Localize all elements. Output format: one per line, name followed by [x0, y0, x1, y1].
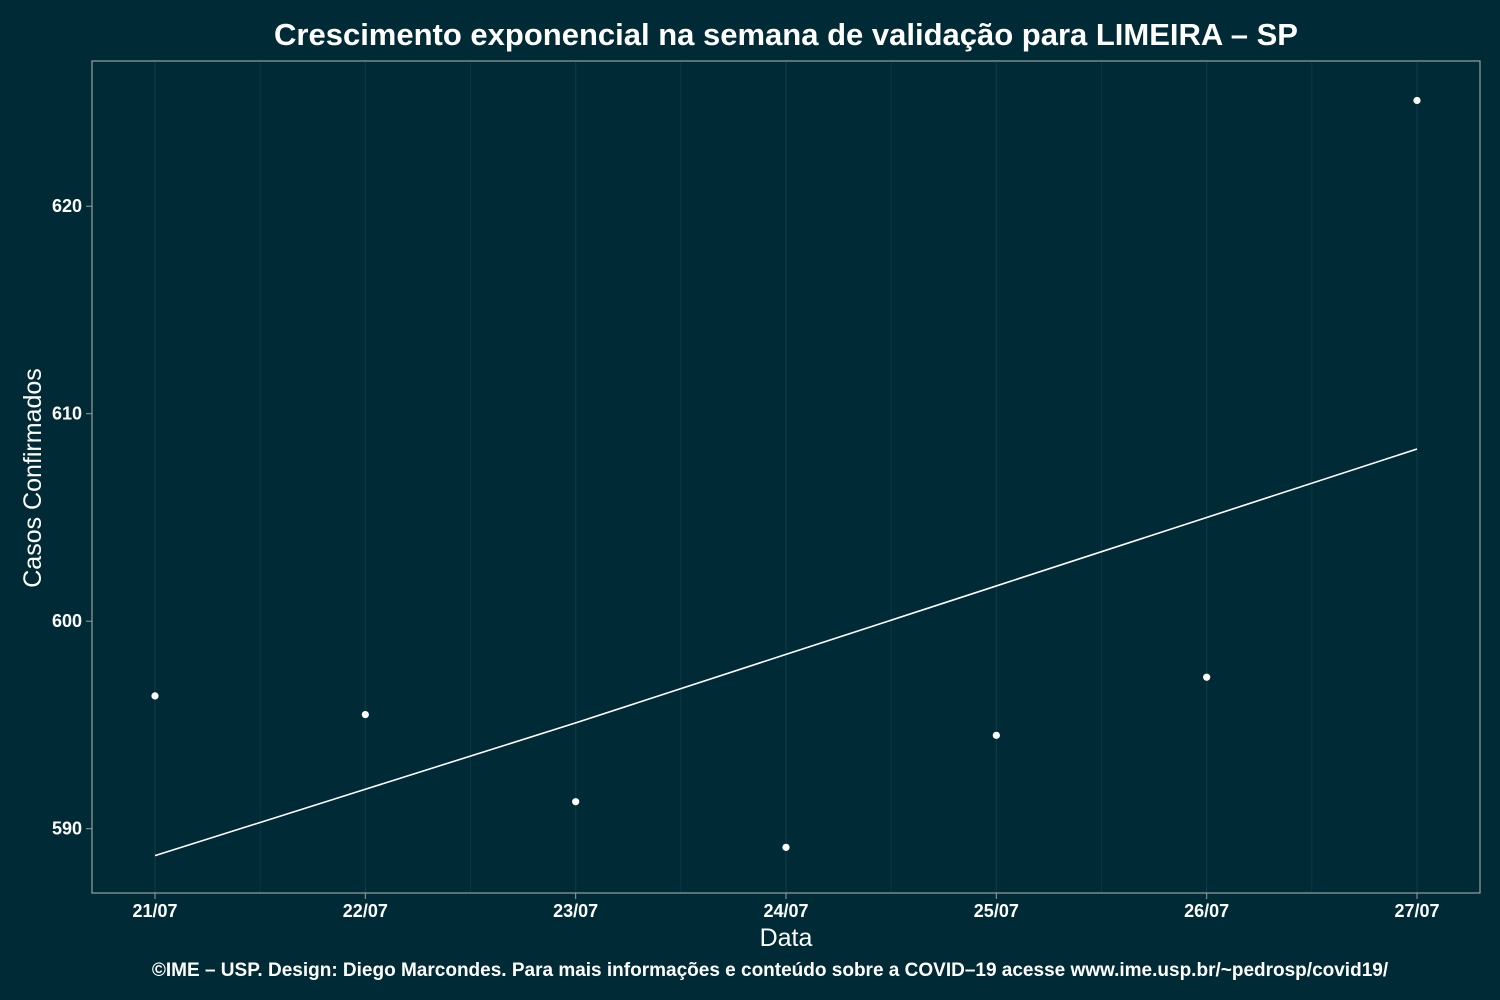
y-axis-title: Casos Confirmados — [19, 368, 47, 588]
x-tick-label: 26/07 — [1184, 901, 1229, 921]
trend-line — [154, 448, 1418, 857]
series-layer — [151, 96, 1421, 857]
x-axis-ticks: 21/07 22/07 23/07 24/07 25/07 26/07 27/07 — [132, 893, 1440, 921]
data-point — [572, 798, 580, 806]
x-tick-label: 24/07 — [763, 901, 808, 921]
data-point — [361, 710, 369, 719]
x-tick-label: 25/07 — [974, 901, 1019, 921]
y-tick-label: 600 — [52, 611, 82, 631]
y-axis-ticks: 590 600 610 620 — [52, 196, 92, 839]
x-tick-label: 22/07 — [343, 901, 388, 921]
data-point — [782, 843, 790, 851]
data-point — [151, 692, 159, 700]
grid-lines — [154, 61, 1418, 893]
y-tick-label: 590 — [52, 819, 82, 839]
y-tick-label: 610 — [52, 404, 82, 424]
chart-title: Crescimento exponencial na semana de val… — [274, 17, 1298, 52]
data-point — [992, 731, 1000, 739]
data-point — [1413, 96, 1421, 105]
y-tick-label: 620 — [52, 196, 82, 216]
x-tick-label: 21/07 — [132, 901, 177, 921]
x-tick-label: 23/07 — [553, 901, 598, 921]
data-point — [1203, 673, 1211, 681]
chart-caption: ©IME – USP. Design: Diego Marcondes. Par… — [152, 960, 1389, 981]
x-tick-label: 27/07 — [1394, 901, 1439, 921]
x-axis-title: Data — [760, 924, 813, 952]
